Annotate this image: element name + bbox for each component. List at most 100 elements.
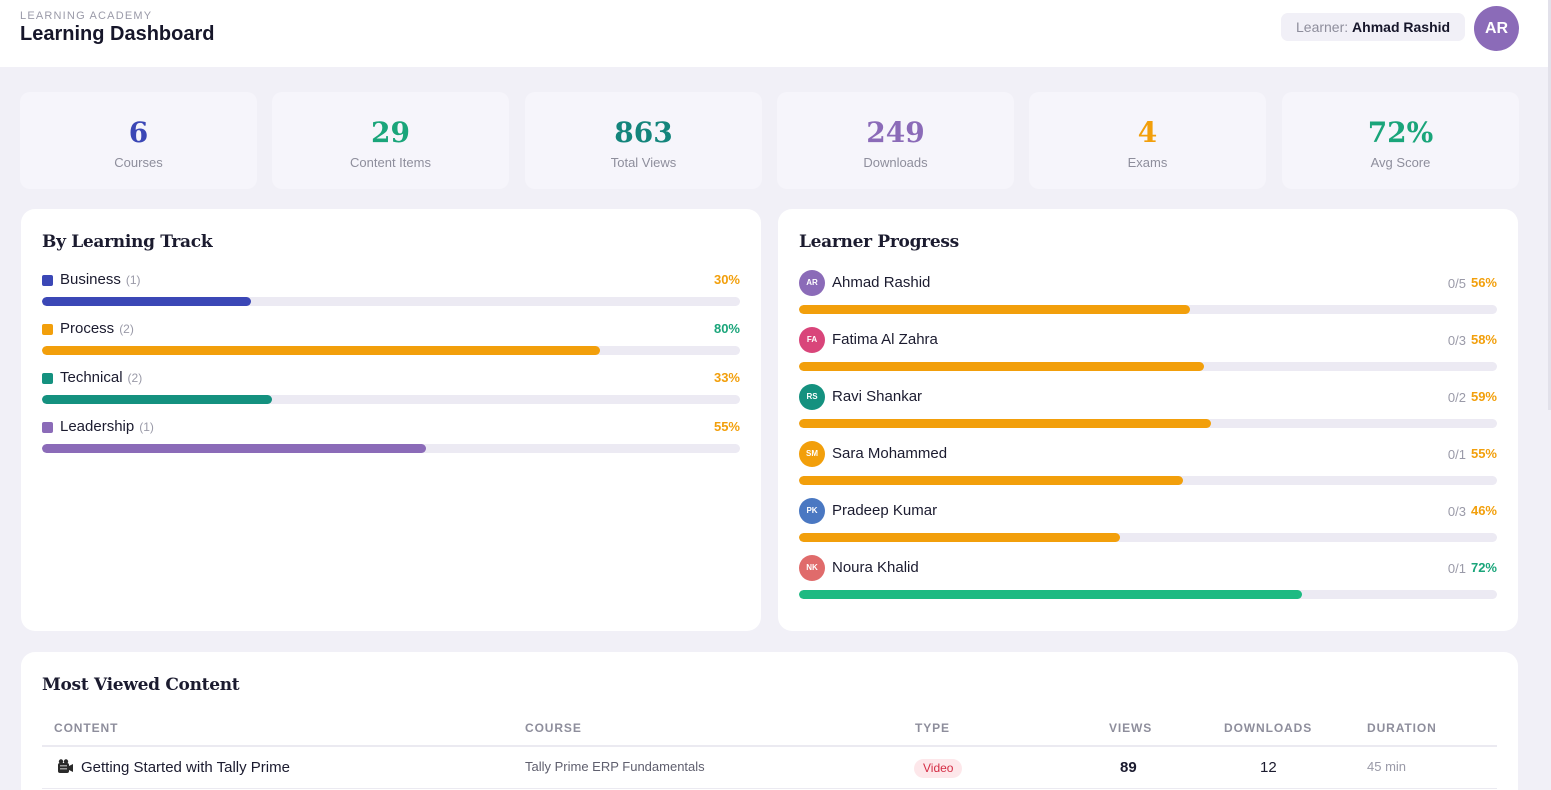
content-title[interactable]: Getting Started with Tally Prime	[81, 759, 290, 776]
track-swatch	[42, 275, 53, 286]
learner-percent: 56%	[1470, 275, 1497, 290]
card-title: Most Viewed Content	[42, 675, 240, 695]
stat-card-content-items: 29 Content Items	[272, 92, 509, 189]
course-name: Tally Prime ERP Fundamentals	[525, 759, 705, 774]
track-count: (1)	[139, 420, 154, 434]
learner-bar-fill	[799, 305, 1190, 314]
stat-label: Exams	[1127, 155, 1168, 170]
learner-row: SM Sara Mohammed 0/1 55%	[799, 441, 1497, 491]
stat-value: 863	[614, 116, 673, 149]
stat-value: 29	[371, 116, 410, 149]
learner-name: Sara Mohammed	[832, 445, 948, 462]
learner-name: Ahmad Rashid	[832, 274, 931, 291]
user-avatar[interactable]: AR	[1474, 6, 1519, 51]
column-header-type[interactable]: TYPE	[915, 721, 950, 735]
track-percent: 33%	[713, 370, 740, 385]
learner-completed: 0/1	[1447, 561, 1466, 576]
learner-percent: 55%	[1470, 446, 1497, 461]
learner-name: Ahmad Rashid	[1352, 19, 1451, 35]
learner-completed: 0/2	[1447, 390, 1466, 405]
track-bar-fill	[42, 444, 426, 453]
learner-bar	[799, 476, 1497, 485]
learner-bar	[799, 362, 1497, 371]
learner-bar	[799, 533, 1497, 542]
learner-completed: 0/3	[1447, 333, 1466, 348]
brand-subtitle: LEARNING ACADEMY	[20, 10, 153, 22]
track-bar-fill	[42, 395, 273, 404]
learner-bar	[799, 419, 1497, 428]
column-header-course[interactable]: COURSE	[525, 721, 582, 735]
track-count: (1)	[125, 273, 141, 287]
track-swatch	[42, 373, 53, 384]
card-title: Learner Progress	[799, 232, 959, 252]
track-bar	[42, 297, 740, 306]
learner-label: Learner:	[1296, 19, 1349, 35]
learner-avatar: SM	[799, 441, 825, 467]
track-bar-fill	[42, 346, 601, 355]
learner-name: Noura Khalid	[832, 559, 919, 576]
stat-label: Avg Score	[1370, 155, 1431, 170]
learner-percent: 58%	[1470, 332, 1497, 347]
track-percent: 30%	[713, 272, 740, 287]
learner-percent: 59%	[1470, 389, 1497, 404]
track-name-text: Technical	[60, 369, 123, 386]
stat-card-exams: 4 Exams	[1029, 92, 1266, 189]
card-title: By Learning Track	[42, 232, 213, 252]
learner-avatar: FA	[799, 327, 825, 353]
column-header-content[interactable]: CONTENT	[54, 721, 119, 735]
track-row: Leadership (1) 55%	[42, 418, 740, 458]
learner-bar-fill	[799, 476, 1183, 485]
track-bar	[42, 395, 740, 404]
track-name: Business (1)	[60, 271, 141, 288]
learner-row: PK Pradeep Kumar 0/3 46%	[799, 498, 1497, 548]
stat-value: 249	[866, 116, 925, 149]
table-header-divider	[42, 745, 1497, 747]
learner-progress-card: Learner Progress AR Ahmad Rashid 0/5 56%…	[778, 209, 1518, 631]
column-header-views[interactable]: VIEWS	[1109, 721, 1153, 735]
track-name: Process (2)	[60, 320, 134, 337]
learner-bar	[799, 590, 1497, 599]
learner-bar-fill	[799, 533, 1121, 542]
track-name-text: Process	[60, 320, 115, 337]
learner-percent: 46%	[1470, 503, 1497, 518]
column-header-duration[interactable]: DURATION	[1367, 721, 1437, 735]
views-count: 89	[1120, 759, 1137, 776]
most-viewed-card: Most Viewed Content CONTENT COURSE TYPE …	[21, 652, 1518, 790]
scrollbar[interactable]	[1548, 0, 1551, 410]
learner-bar-fill	[799, 590, 1302, 599]
track-bar	[42, 346, 740, 355]
learner-avatar: RS	[799, 384, 825, 410]
track-name-text: Leadership	[60, 418, 135, 435]
stat-value: 72%	[1367, 116, 1434, 149]
learner-avatar: PK	[799, 498, 825, 524]
learner-completed: 0/5	[1447, 276, 1466, 291]
stat-value: 6	[128, 116, 149, 149]
learner-row: NK Noura Khalid 0/1 72%	[799, 555, 1497, 605]
learner-completed: 0/1	[1447, 447, 1466, 462]
learning-track-card: By Learning Track Business (1) 30% Proces…	[21, 209, 761, 631]
learner-row: AR Ahmad Rashid 0/5 56%	[799, 270, 1497, 320]
stat-label: Content Items	[350, 155, 431, 170]
track-row: Technical (2) 33%	[42, 369, 740, 409]
learner-row: FA Fatima Al Zahra 0/3 58%	[799, 327, 1497, 377]
video-camera-icon	[56, 758, 74, 779]
track-name: Leadership (1)	[60, 418, 154, 435]
learner-name: Ravi Shankar	[832, 388, 923, 405]
stat-value: 4	[1137, 116, 1158, 149]
column-header-downloads[interactable]: DOWNLOADS	[1224, 721, 1313, 735]
track-swatch	[42, 422, 53, 433]
stat-label: Downloads	[863, 155, 928, 170]
track-bar-fill	[42, 297, 252, 306]
track-row: Business (1) 30%	[42, 271, 740, 311]
page-title: Learning Dashboard	[20, 23, 215, 45]
stat-card-downloads: 249 Downloads	[777, 92, 1014, 189]
learner-name: Fatima Al Zahra	[832, 331, 938, 348]
stat-card-total-views: 863 Total Views	[525, 92, 762, 189]
learner-completed: 0/3	[1447, 504, 1466, 519]
learner-bar-fill	[799, 419, 1211, 428]
track-count: (2)	[127, 371, 143, 385]
learner-row: RS Ravi Shankar 0/2 59%	[799, 384, 1497, 434]
learner-avatar: AR	[799, 270, 825, 296]
track-percent: 55%	[713, 419, 740, 434]
learner-bar	[799, 305, 1497, 314]
